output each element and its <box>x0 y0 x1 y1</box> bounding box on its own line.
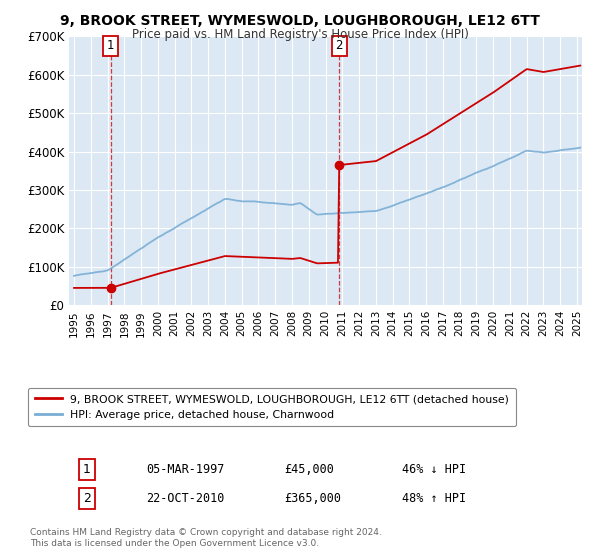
Text: 1: 1 <box>83 463 91 475</box>
Text: Price paid vs. HM Land Registry's House Price Index (HPI): Price paid vs. HM Land Registry's House … <box>131 28 469 41</box>
Text: 05-MAR-1997: 05-MAR-1997 <box>146 463 224 475</box>
Text: £45,000: £45,000 <box>284 463 334 475</box>
Text: 2: 2 <box>83 492 91 505</box>
Text: 2: 2 <box>335 39 343 52</box>
Text: 9, BROOK STREET, WYMESWOLD, LOUGHBOROUGH, LE12 6TT: 9, BROOK STREET, WYMESWOLD, LOUGHBOROUGH… <box>60 14 540 28</box>
Text: 48% ↑ HPI: 48% ↑ HPI <box>403 492 467 505</box>
Text: £365,000: £365,000 <box>284 492 341 505</box>
Text: 22-OCT-2010: 22-OCT-2010 <box>146 492 224 505</box>
Text: 46% ↓ HPI: 46% ↓ HPI <box>403 463 467 475</box>
Legend: 9, BROOK STREET, WYMESWOLD, LOUGHBOROUGH, LE12 6TT (detached house), HPI: Averag: 9, BROOK STREET, WYMESWOLD, LOUGHBOROUGH… <box>28 388 516 426</box>
Text: Contains HM Land Registry data © Crown copyright and database right 2024.
This d: Contains HM Land Registry data © Crown c… <box>30 528 382 548</box>
Text: 1: 1 <box>107 39 115 52</box>
